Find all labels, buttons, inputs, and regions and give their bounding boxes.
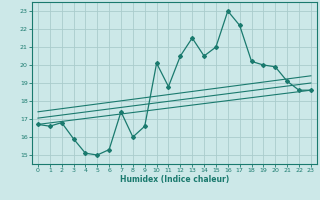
X-axis label: Humidex (Indice chaleur): Humidex (Indice chaleur) — [120, 175, 229, 184]
